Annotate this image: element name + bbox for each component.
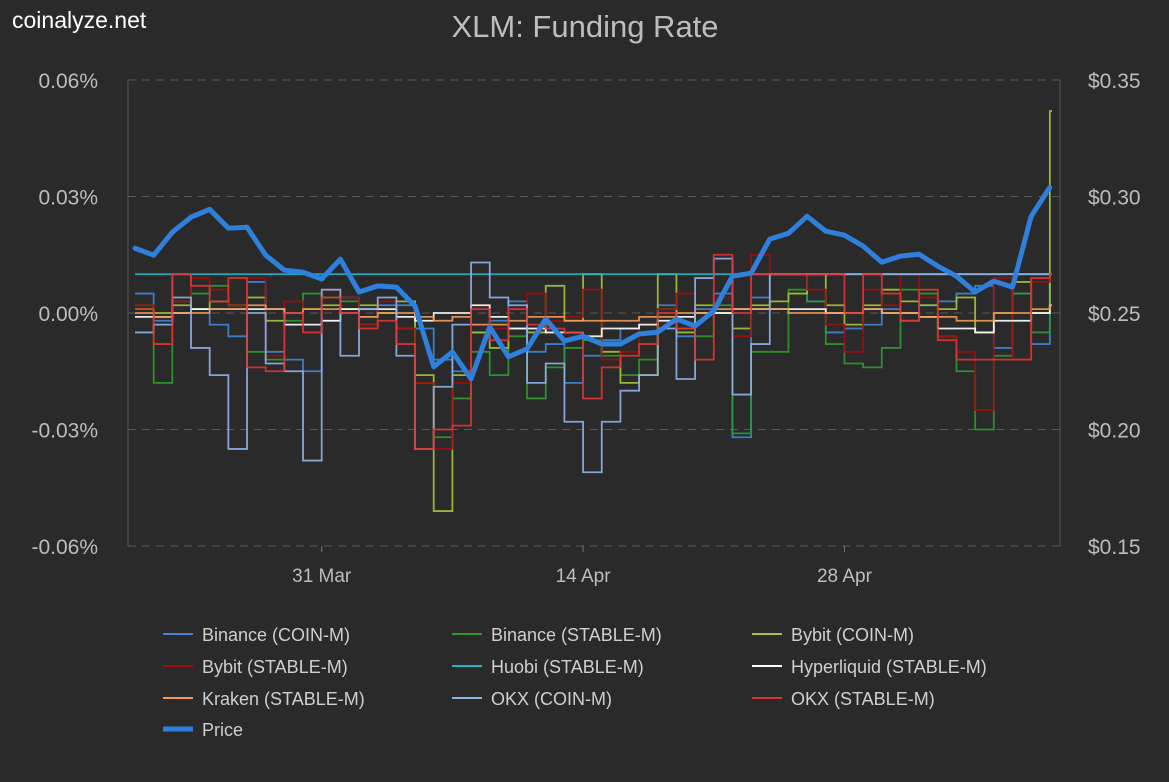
legend-label: Bybit (STABLE-M) — [202, 657, 348, 677]
x-tick-label: 28 Apr — [817, 566, 873, 587]
right-tick-label: $0.30 — [1088, 187, 1141, 210]
legend-item[interactable]: Binance (COIN-M) — [163, 625, 350, 645]
legend-item[interactable]: Huobi (STABLE-M) — [452, 657, 644, 677]
legend-item[interactable]: Kraken (STABLE-M) — [163, 689, 365, 709]
legend-item[interactable]: OKX (STABLE-M) — [752, 689, 935, 709]
legend-label: Kraken (STABLE-M) — [202, 689, 365, 709]
legend-label: Price — [202, 720, 243, 740]
chart-title: XLM: Funding Rate — [451, 9, 718, 44]
legend-label: OKX (STABLE-M) — [791, 689, 935, 709]
legend-item[interactable]: Price — [163, 720, 243, 740]
legend-label: Bybit (COIN-M) — [791, 625, 914, 645]
legend-item[interactable]: OKX (COIN-M) — [452, 689, 612, 709]
left-tick-label: 0.00% — [38, 303, 98, 326]
price-line — [135, 187, 1050, 379]
legend-label: Huobi (STABLE-M) — [491, 657, 644, 677]
legend-item[interactable]: Hyperliquid (STABLE-M) — [752, 657, 987, 677]
series-line-7 — [135, 259, 1052, 473]
legend-label: OKX (COIN-M) — [491, 689, 612, 709]
left-tick-label: 0.06% — [38, 70, 98, 93]
series-line-2 — [135, 111, 1052, 511]
legend: Binance (COIN-M) Binance (STABLE-M) Bybit … — [163, 625, 987, 740]
x-tick-label: 14 Apr — [556, 566, 612, 587]
x-tick-label: 31 Mar — [292, 566, 352, 587]
legend-item[interactable]: Bybit (STABLE-M) — [163, 657, 348, 677]
series-line-6 — [135, 305, 1052, 324]
grid — [128, 80, 1060, 546]
right-tick-label: $0.15 — [1088, 536, 1141, 559]
left-tick-label: 0.03% — [38, 187, 98, 210]
legend-item[interactable]: Binance (STABLE-M) — [452, 625, 662, 645]
left-tick-label: -0.06% — [31, 536, 98, 559]
legend-label: Binance (COIN-M) — [202, 625, 350, 645]
legend-label: Binance (STABLE-M) — [491, 625, 662, 645]
brand-logo[interactable]: coinalyze.net — [12, 7, 147, 33]
right-tick-label: $0.25 — [1088, 303, 1141, 326]
right-tick-label: $0.20 — [1088, 420, 1141, 443]
legend-label: Hyperliquid (STABLE-M) — [791, 657, 987, 677]
series-group — [135, 111, 1052, 511]
left-tick-label: -0.03% — [31, 420, 98, 443]
legend-item[interactable]: Bybit (COIN-M) — [752, 625, 914, 645]
right-tick-label: $0.35 — [1088, 70, 1141, 93]
